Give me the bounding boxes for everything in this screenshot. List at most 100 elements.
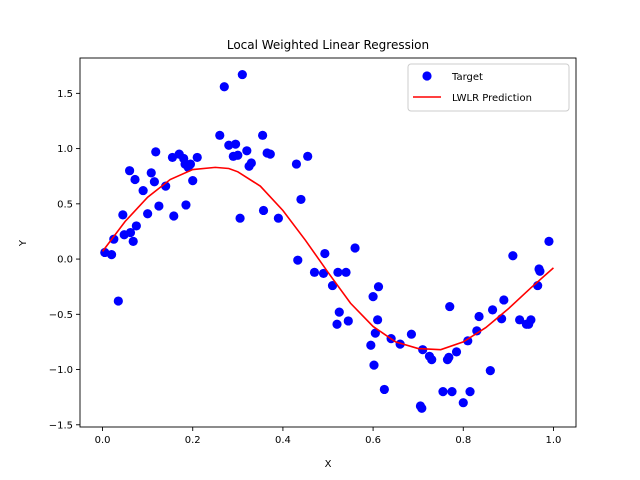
data-point — [451, 347, 462, 357]
data-point — [487, 305, 498, 315]
data-point — [130, 174, 140, 185]
data-point — [320, 248, 330, 259]
data-point — [368, 292, 378, 302]
data-point — [109, 234, 119, 244]
data-point — [333, 267, 343, 277]
data-point — [334, 307, 344, 317]
data-point — [427, 355, 437, 365]
legend: Target LWLR Prediction — [407, 63, 570, 112]
data-point — [233, 150, 243, 160]
data-point — [341, 267, 351, 277]
data-point — [125, 227, 136, 238]
data-point — [332, 319, 342, 329]
data-point — [379, 384, 389, 395]
data-point — [143, 209, 153, 219]
prediction-line — [101, 166, 554, 351]
data-point — [447, 387, 457, 397]
data-point — [418, 345, 428, 355]
y-tick-label: 1.5 — [57, 89, 73, 100]
data-point — [474, 311, 484, 322]
x-tick-label: 0.8 — [455, 435, 471, 446]
y-tick-label: 1.0 — [57, 144, 73, 155]
data-point — [417, 403, 427, 413]
y-tick-label: −1.0 — [49, 365, 73, 376]
chart-title: Local Weighted Linear Regression — [227, 38, 429, 52]
data-point — [465, 387, 475, 397]
data-point — [235, 213, 245, 223]
data-point — [246, 158, 256, 168]
data-point — [406, 329, 417, 339]
data-point — [373, 282, 384, 292]
data-point — [343, 316, 353, 326]
data-point — [327, 280, 338, 291]
y-tick-label: 0.0 — [57, 255, 73, 266]
y-tick-label: 0.5 — [57, 199, 73, 210]
data-point — [237, 69, 247, 80]
data-point — [128, 236, 138, 246]
data-point — [118, 210, 128, 220]
x-tick-label: 0.2 — [185, 435, 201, 446]
data-point — [438, 387, 448, 397]
data-point — [154, 201, 164, 211]
data-point — [369, 360, 379, 370]
data-point — [309, 267, 320, 277]
data-point — [535, 266, 545, 276]
data-point — [146, 168, 156, 178]
legend-box — [407, 63, 570, 112]
x-tick-label: 1.0 — [546, 435, 562, 446]
x-tick-label: 0.0 — [95, 435, 111, 446]
data-point — [370, 328, 380, 338]
data-point — [458, 398, 468, 408]
data-point — [303, 151, 313, 161]
data-point — [192, 152, 202, 163]
data-point — [215, 130, 225, 140]
data-point — [508, 251, 518, 261]
data-point — [472, 326, 482, 336]
x-tick-label: 0.6 — [365, 435, 381, 446]
data-point — [258, 205, 269, 216]
data-point — [258, 130, 268, 140]
data-point — [185, 159, 196, 169]
data-point — [242, 146, 252, 156]
y-axis-label: Y — [18, 239, 29, 247]
data-point — [318, 268, 329, 279]
data-point — [138, 185, 148, 196]
data-point — [366, 340, 376, 350]
data-point — [291, 159, 302, 169]
data-point — [485, 366, 495, 376]
data-point — [499, 295, 509, 305]
data-point — [230, 139, 241, 149]
data-point — [224, 140, 234, 150]
y-tick-label: −1.5 — [49, 420, 73, 431]
data-point — [296, 194, 306, 205]
y-tick-label: −0.5 — [49, 310, 73, 321]
data-point — [188, 176, 198, 186]
data-point — [273, 213, 283, 223]
data-point — [131, 221, 141, 231]
data-point — [169, 211, 179, 221]
data-point — [373, 315, 383, 325]
data-point — [445, 301, 455, 312]
legend-label-target: Target — [451, 72, 483, 83]
legend-marker-target — [422, 71, 432, 81]
data-point — [125, 166, 135, 176]
data-point — [497, 314, 507, 324]
data-point — [181, 200, 191, 210]
plot-area: 0.0 0.2 0.4 0.6 0.8 1.0 −1.5 −1.0 −0.5 0.0 0.5 1.0 1… — [49, 57, 577, 446]
data-point — [444, 352, 454, 362]
data-point — [544, 236, 554, 246]
data-point — [113, 296, 123, 306]
data-point — [106, 250, 117, 260]
x-tick-label: 0.4 — [275, 435, 291, 446]
data-point — [515, 315, 525, 325]
data-point — [149, 177, 159, 187]
data-point — [350, 243, 360, 253]
data-point — [526, 315, 536, 325]
data-point — [151, 147, 161, 157]
legend-label-prediction: LWLR Prediction — [452, 93, 532, 104]
x-axis-label: X — [325, 459, 332, 470]
axes-frame — [79, 57, 577, 428]
data-point — [219, 82, 229, 92]
data-point — [293, 255, 303, 265]
